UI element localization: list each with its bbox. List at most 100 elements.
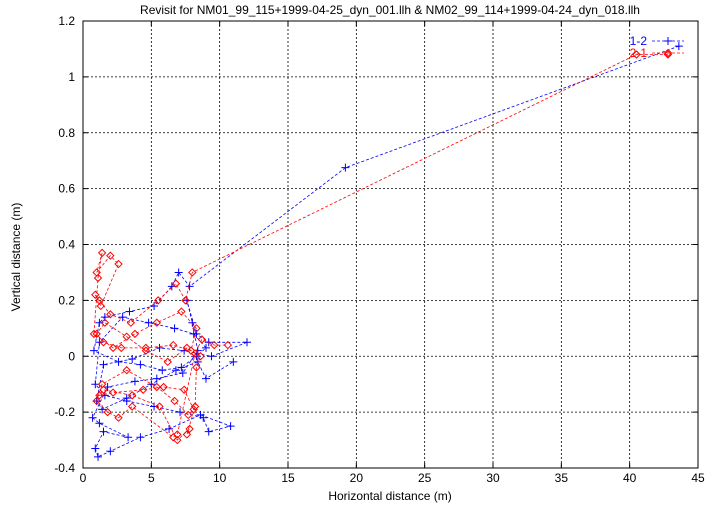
data-point [128,355,137,364]
y-tick-label: 0.6 [58,182,75,196]
data-point [159,382,168,392]
data-point [209,340,219,350]
data-point [117,343,126,353]
plot-frame [82,20,699,469]
data-point [171,366,180,375]
data-point [144,318,153,327]
data-point [93,273,103,283]
y-tick-label: 0 [68,349,75,363]
data-point [182,430,192,439]
data-point [165,424,174,433]
x-tick-label: 40 [623,471,637,485]
data-point [152,374,161,383]
y-tick-label: 0.4 [58,238,75,252]
data-point [173,430,182,439]
y-tick-label: 1 [68,70,75,84]
data-point [92,329,101,339]
y-tick-label: -0.2 [54,405,75,419]
data-point [94,452,103,461]
data-point [163,357,172,367]
data-point [155,402,164,411]
data-point [178,369,187,378]
data-point [97,248,107,258]
data-point [196,352,205,361]
data-point [223,340,233,350]
data-point [95,419,104,428]
data-point [122,366,131,375]
x-tick-label: 5 [148,471,155,485]
data-point [190,349,200,358]
data-point [114,413,123,422]
series-line [93,54,668,441]
data-point [103,382,112,391]
data-point [91,444,100,453]
x-tick-label: 35 [555,471,569,485]
data-point [88,413,97,422]
data-point [100,318,110,327]
data-point [188,268,197,277]
data-point [127,402,137,411]
data-point [188,318,197,327]
data-point [192,363,201,372]
data-point [167,282,176,291]
legend-marker [664,37,672,45]
x-axis-label: Horizontal distance (m) [328,489,451,503]
y-tick-label: 1.2 [58,14,75,28]
x-tick-label: 25 [418,471,432,485]
y-axis-label: Vertical distance (m) [9,203,23,312]
data-point [158,366,167,375]
data-point [126,318,136,327]
data-point [122,332,131,341]
data-point [97,379,107,389]
data-point [108,388,118,397]
data-point [190,402,200,411]
data-point [106,447,115,456]
x-tick-label: 10 [213,471,227,485]
data-point [99,427,108,436]
data-point [114,357,123,366]
data-point [185,424,194,434]
x-tick-label: 20 [350,471,364,485]
data-point [189,405,198,414]
data-point [124,433,133,442]
data-point [176,408,185,417]
data-point [114,259,123,269]
y-axis-ticks: -0.4 -0.2 0 0.2 0.4 0.6 0.8 1 1.2 [54,14,698,475]
data-point [202,374,210,383]
data-point [141,346,151,355]
series-layer [88,42,683,461]
data-point [122,394,131,403]
data-point [174,268,183,277]
legend-marker [663,48,673,58]
data-point [95,391,104,400]
data-point [91,290,100,299]
data-point [89,346,98,355]
data-point [196,410,205,419]
grid [83,21,698,468]
x-tick-label: 15 [281,471,295,485]
data-point [136,360,145,369]
data-point [106,251,115,260]
y-tick-label: 0.8 [58,126,75,140]
data-point [663,50,673,59]
legend: 1-22-1 [630,34,684,60]
x-axis-ticks: 0 5 10 15 20 25 30 35 40 45 [80,21,705,485]
data-point [182,343,192,353]
data-point [170,324,179,333]
data-point [168,340,178,350]
data-point [181,296,190,305]
data-point [202,343,210,352]
data-point [152,382,162,392]
data-point [152,318,162,327]
y-tick-label: -0.4 [54,461,75,475]
data-point [177,307,186,316]
data-point [197,335,207,344]
data-point [99,360,108,369]
data-point [170,396,179,406]
data-point [99,338,108,347]
data-point [130,329,140,339]
series-line [92,45,680,458]
data-point [127,391,137,400]
